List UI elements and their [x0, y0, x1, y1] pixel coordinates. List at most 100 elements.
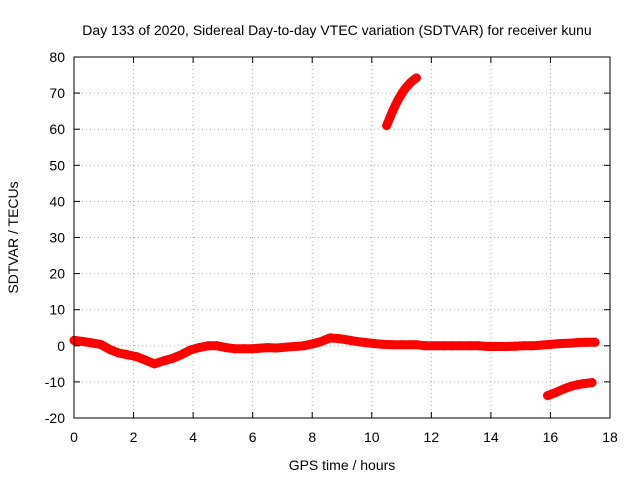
series-band	[69, 333, 600, 369]
data-point	[429, 341, 439, 351]
data-point	[343, 335, 353, 345]
data-point	[271, 343, 281, 353]
data-point	[280, 342, 290, 352]
data-point	[87, 338, 97, 348]
data-point	[114, 348, 124, 358]
y-axis-label: SDTVAR / TECUs	[5, 181, 21, 293]
data-point	[566, 381, 576, 391]
data-point	[542, 391, 552, 401]
data-point	[563, 338, 573, 348]
data-point	[289, 342, 299, 352]
data-point	[587, 378, 597, 388]
y-tick-label: 10	[49, 302, 65, 318]
data-point	[560, 383, 570, 393]
y-tick-label: 30	[49, 230, 65, 246]
data-point	[379, 339, 389, 349]
y-tick-label: 60	[49, 121, 65, 137]
data-point	[239, 344, 249, 354]
data-point	[149, 359, 159, 369]
x-tick-label: 14	[483, 429, 499, 445]
data-point	[397, 340, 407, 350]
data-point	[78, 336, 88, 346]
series-lower-arc	[542, 378, 597, 401]
data-point	[361, 338, 371, 348]
data-point	[105, 344, 115, 354]
y-tick-label: 0	[57, 338, 65, 354]
data-point	[537, 340, 547, 350]
chart-title: Day 133 of 2020, Sidereal Day-to-day VTE…	[82, 22, 591, 38]
data-point	[528, 341, 538, 351]
data-point	[132, 352, 142, 362]
data-point	[545, 339, 555, 349]
data-point	[176, 350, 186, 360]
data-point	[352, 336, 362, 346]
x-axis-label: GPS time / hours	[289, 457, 396, 473]
data-point	[307, 339, 317, 349]
x-tick-label: 18	[602, 429, 618, 445]
data-point	[263, 343, 273, 353]
y-tick-label: 40	[49, 193, 65, 209]
data-point	[394, 94, 404, 104]
data-point	[501, 342, 511, 352]
data-point	[203, 341, 213, 351]
data-point	[492, 342, 502, 352]
data-point	[474, 341, 484, 351]
y-tick-label: 80	[49, 49, 65, 65]
data-point	[194, 343, 204, 353]
y-tick-label: -20	[45, 410, 65, 426]
data-point	[158, 356, 168, 366]
data-point	[581, 337, 591, 347]
data-point	[388, 340, 398, 350]
data-point	[334, 334, 344, 344]
series-main	[69, 333, 600, 369]
data-point	[483, 342, 493, 352]
data-series	[69, 73, 600, 401]
data-point	[382, 121, 392, 131]
data-point	[554, 339, 564, 349]
x-tick-label: 8	[308, 429, 316, 445]
data-point	[548, 388, 558, 398]
data-point	[325, 333, 335, 343]
data-point	[447, 341, 457, 351]
data-point	[420, 341, 430, 351]
data-point	[510, 341, 520, 351]
x-tick-label: 10	[364, 429, 380, 445]
data-point	[140, 355, 150, 365]
data-point	[96, 339, 106, 349]
y-tick-label: 20	[49, 266, 65, 282]
data-point	[298, 341, 308, 351]
data-point	[465, 341, 475, 351]
y-tick-label: -10	[45, 374, 65, 390]
x-tick-label: 6	[249, 429, 257, 445]
data-point	[438, 341, 448, 351]
data-point	[519, 341, 529, 351]
data-point	[254, 343, 264, 353]
x-tick-label: 16	[543, 429, 559, 445]
data-point	[411, 73, 421, 83]
data-point	[411, 340, 421, 350]
x-tick-label: 2	[130, 429, 138, 445]
x-tick-label: 0	[70, 429, 78, 445]
data-point	[572, 338, 582, 348]
data-point	[572, 380, 582, 390]
data-point	[167, 353, 177, 363]
data-point	[123, 350, 133, 360]
axis-ticks: 0 2 4 6 8 10 12 14 16 18 -20 -10 0 10 20 30 40 50 60 70 80	[45, 49, 618, 445]
y-tick-label: 70	[49, 85, 65, 101]
y-tick-label: 50	[49, 157, 65, 173]
data-point	[388, 106, 398, 116]
series-upper-arc	[382, 73, 421, 131]
data-point	[316, 336, 326, 346]
data-point	[370, 339, 380, 349]
data-point	[212, 341, 222, 351]
data-point	[230, 344, 240, 354]
data-point	[221, 343, 231, 353]
data-point	[456, 341, 466, 351]
data-point	[391, 100, 401, 110]
data-point	[385, 113, 395, 123]
x-tick-label: 12	[424, 429, 440, 445]
data-point	[185, 345, 195, 355]
x-tick-label: 4	[189, 429, 197, 445]
grid	[74, 57, 610, 418]
